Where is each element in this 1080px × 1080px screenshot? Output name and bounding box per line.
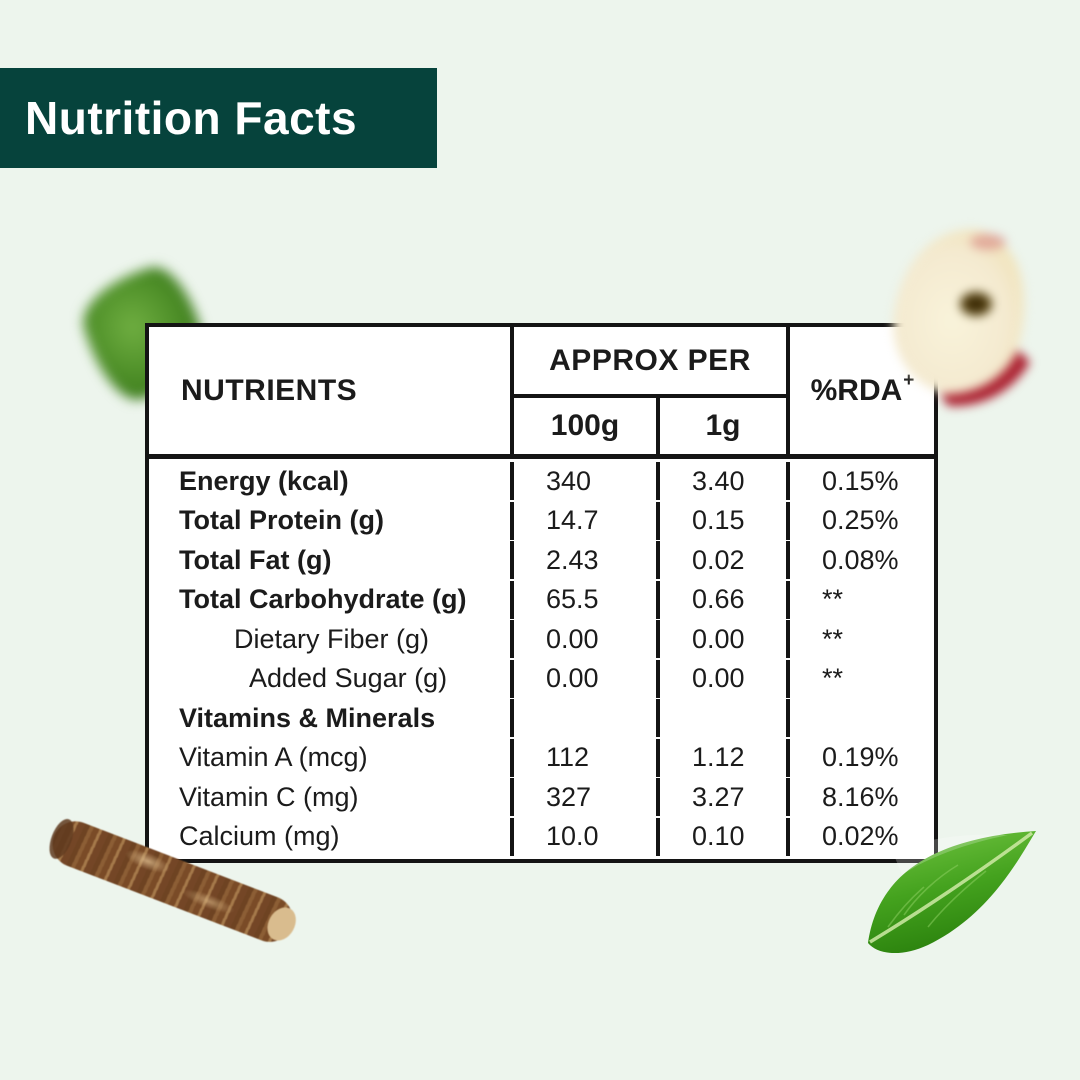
row-label: Added Sugar (g) bbox=[149, 659, 514, 698]
header-approx-group: APPROX PER 100g 1g bbox=[514, 327, 790, 454]
table-row: Added Sugar (g) 0.00 0.00 ** bbox=[149, 659, 934, 698]
header-per-1g: 1g bbox=[705, 409, 741, 442]
row-value-1g: 0.00 bbox=[660, 659, 790, 698]
row-value-100g bbox=[514, 699, 660, 738]
row-value-rda: 0.19% bbox=[822, 742, 899, 773]
table-row: Total Carbohydrate (g) 65.5 0.66 ** bbox=[149, 580, 934, 619]
row-label: Dietary Fiber (g) bbox=[149, 620, 514, 659]
nutrition-table: NUTRIENTS APPROX PER 100g 1g %RDA + Energ… bbox=[145, 323, 938, 863]
row-value-100g: 327 bbox=[514, 778, 660, 817]
row-value-1g: 3.40 bbox=[660, 462, 790, 501]
row-label: Total Carbohydrate (g) bbox=[149, 580, 514, 619]
row-value-rda: 0.08% bbox=[822, 544, 899, 575]
table-row: Dietary Fiber (g) 0.00 0.00 ** bbox=[149, 620, 934, 659]
row-value-100g: 0.00 bbox=[514, 659, 660, 698]
row-value-100g: 0.00 bbox=[514, 620, 660, 659]
row-value-1g: 0.10 bbox=[660, 817, 790, 856]
header-approx-subrow: 100g 1g bbox=[514, 398, 786, 454]
title-banner: Nutrition Facts bbox=[0, 68, 437, 168]
row-value-100g: 112 bbox=[514, 738, 660, 777]
row-value-rda: 0.15% bbox=[822, 465, 899, 496]
row-label: Energy (kcal) bbox=[149, 462, 514, 501]
row-value-rda: 0.25% bbox=[822, 505, 899, 536]
row-value-1g: 0.66 bbox=[660, 580, 790, 619]
row-value-1g: 3.27 bbox=[660, 778, 790, 817]
row-value-1g: 0.02 bbox=[660, 541, 790, 580]
row-value-rda: ** bbox=[822, 584, 844, 615]
table-row: Calcium (mg) 10.0 0.10 0.02% bbox=[149, 817, 934, 856]
section-label: Vitamins & Minerals bbox=[149, 699, 514, 738]
row-value-rda bbox=[790, 699, 934, 737]
row-value-rda: 8.16% bbox=[822, 781, 899, 812]
row-value-100g: 65.5 bbox=[514, 580, 660, 619]
row-label: Calcium (mg) bbox=[149, 817, 514, 856]
row-label: Vitamin A (mcg) bbox=[149, 738, 514, 777]
row-value-100g: 10.0 bbox=[514, 817, 660, 856]
apple-slice-icon bbox=[876, 224, 1048, 407]
table-row: Vitamin C (mg) 327 3.27 8.16% bbox=[149, 778, 934, 817]
row-value-1g: 0.15 bbox=[660, 501, 790, 540]
header-nutrients: NUTRIENTS bbox=[149, 327, 514, 454]
header-approx-per: APPROX PER bbox=[514, 327, 786, 398]
header-rda: %RDA + bbox=[790, 327, 934, 454]
row-value-1g: 1.12 bbox=[660, 738, 790, 777]
table-row: Total Protein (g) 14.7 0.15 0.25% bbox=[149, 501, 934, 540]
header-rda-footnote-marker: + bbox=[903, 369, 915, 391]
row-value-100g: 14.7 bbox=[514, 501, 660, 540]
row-value-rda: 0.02% bbox=[822, 821, 899, 852]
page-title: Nutrition Facts bbox=[25, 92, 358, 144]
row-value-100g: 2.43 bbox=[514, 541, 660, 580]
row-label: Total Protein (g) bbox=[149, 501, 514, 540]
table-row: Total Fat (g) 2.43 0.02 0.08% bbox=[149, 541, 934, 580]
table-body: Energy (kcal) 340 3.40 0.15% Total Prote… bbox=[149, 459, 934, 859]
row-label: Vitamin C (mg) bbox=[149, 778, 514, 817]
row-value-rda: ** bbox=[822, 663, 844, 694]
row-value-1g: 0.00 bbox=[660, 620, 790, 659]
row-value-100g: 340 bbox=[514, 462, 660, 501]
table-row: Energy (kcal) 340 3.40 0.15% bbox=[149, 462, 934, 501]
table-header: NUTRIENTS APPROX PER 100g 1g %RDA + bbox=[149, 327, 934, 459]
table-section-row: Vitamins & Minerals bbox=[149, 699, 934, 738]
header-per-100g: 100g bbox=[514, 398, 660, 454]
row-value-rda: ** bbox=[822, 623, 844, 654]
table-row: Vitamin A (mcg) 112 1.12 0.19% bbox=[149, 738, 934, 777]
row-value-1g bbox=[660, 699, 790, 738]
header-rda-label: %RDA bbox=[810, 373, 903, 407]
green-leaf-icon bbox=[858, 795, 1048, 967]
row-label: Total Fat (g) bbox=[149, 541, 514, 580]
